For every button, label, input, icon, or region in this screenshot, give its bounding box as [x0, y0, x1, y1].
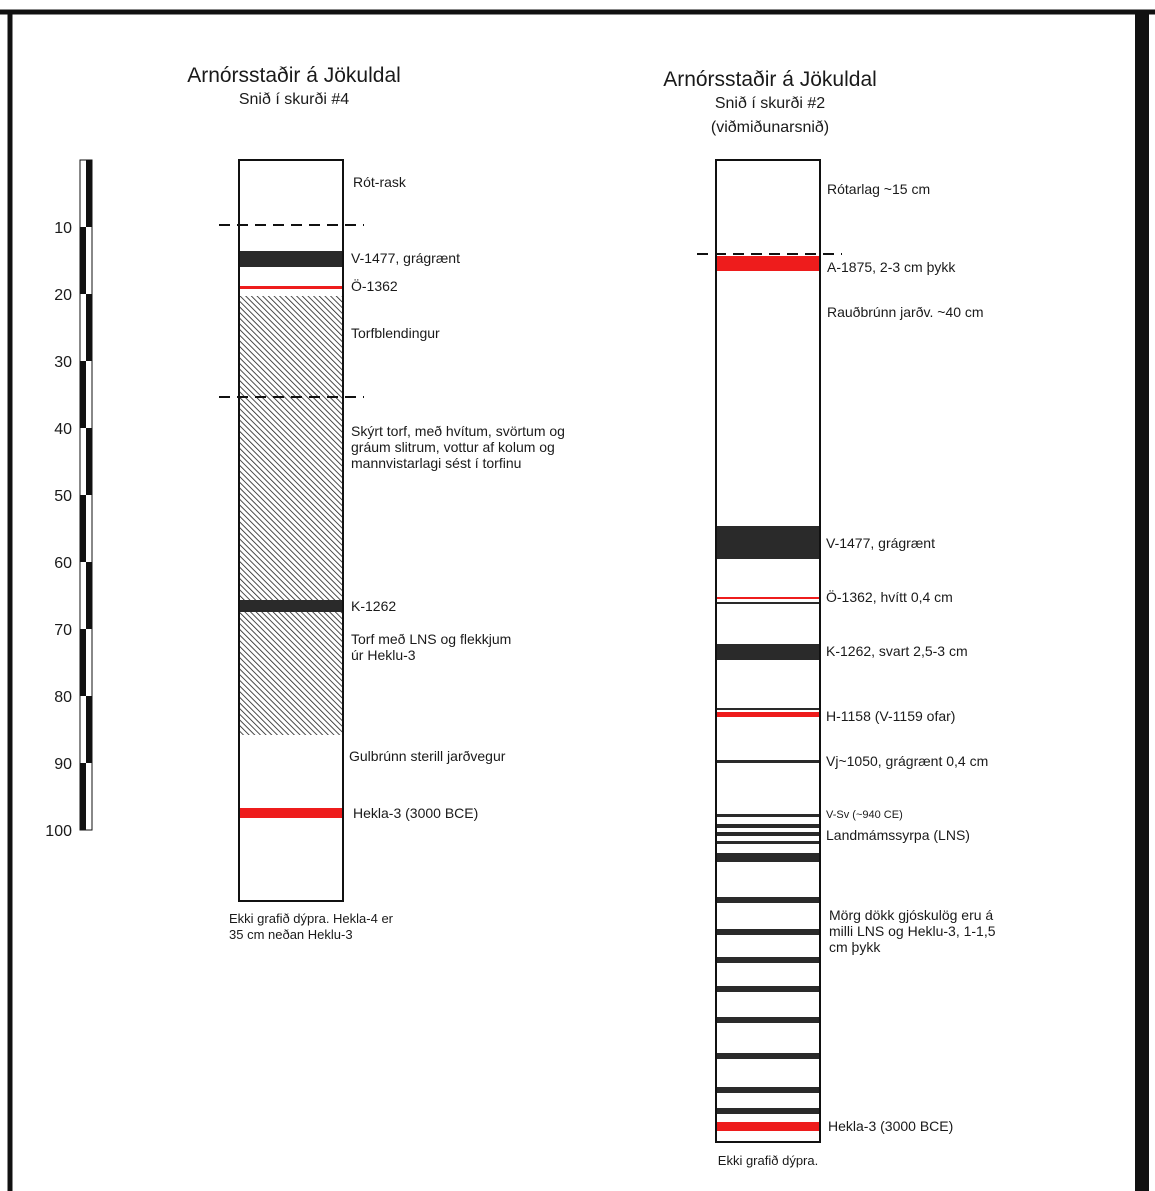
- scale-tick-60: 60: [54, 555, 72, 572]
- right-label-rotarlag: Rótarlag ~15 cm: [827, 181, 930, 197]
- right-label-v1477: V-1477, grágrænt: [826, 535, 935, 551]
- right-layer-o1362: [716, 597, 820, 599]
- right-layer-v1159: [716, 708, 820, 710]
- right-layer-tephra-band: [716, 986, 820, 992]
- right-column-outline: [715, 159, 821, 1143]
- right-label-morg-line2: milli LNS og Heklu-3, 1-1,5: [829, 923, 996, 939]
- right-label-h1158: H-1158 (V-1159 ofar): [826, 708, 955, 724]
- right-label-vj1050: Vj~1050, grágrænt 0,4 cm: [826, 753, 988, 769]
- right-label-raudbrunn: Rauðbrúnn jarðv. ~40 cm: [827, 304, 984, 320]
- left-subtitle: Snið í skurði #4: [239, 91, 349, 108]
- right-layer-tephra-band: [716, 1087, 820, 1093]
- right-layer-lns-band: [716, 841, 820, 844]
- right-label-k1262: K-1262, svart 2,5-3 cm: [826, 643, 968, 659]
- left-label-k1262: K-1262: [351, 598, 396, 614]
- right-label-lns: Landmámssyrpa (LNS): [826, 827, 970, 843]
- right-label-o1362: Ö-1362, hvítt 0,4 cm: [826, 588, 953, 605]
- left-layer-o1362: [239, 286, 343, 289]
- right-layer-k1262: [716, 644, 820, 660]
- right-layer-lns-band: [716, 853, 820, 862]
- right-label-a1875: A-1875, 2-3 cm þykk: [827, 259, 956, 275]
- left-layer-k1262: [239, 600, 343, 612]
- scale-tick-50: 50: [54, 488, 72, 505]
- left-profile: Arnórsstaðir á Jökuldal Snið í skurði #4…: [187, 64, 565, 942]
- left-hatched-turf-layer: [239, 296, 343, 735]
- left-note-line1: Ekki grafið dýpra. Hekla-4 er: [229, 911, 394, 926]
- left-label-o1362: Ö-1362: [351, 277, 398, 294]
- left-label-torfblendingur: Torfblendingur: [351, 325, 440, 341]
- right-layer-v1477: [716, 526, 820, 559]
- right-layer-o1362-base: [716, 602, 820, 604]
- right-layer-tephra-band: [716, 897, 820, 903]
- scale-tick-70: 70: [54, 622, 72, 639]
- left-label-skyrt-line1: Skýrt torf, með hvítum, svörtum og: [351, 423, 565, 439]
- right-label-morg-line1: Mörg dökk gjóskulög eru á: [829, 907, 993, 923]
- right-note: Ekki grafið dýpra.: [718, 1153, 818, 1168]
- scale-tick-20: 20: [54, 287, 72, 304]
- left-label-skyrt-line2: gráum slitrum, vottur af kolum og: [351, 439, 555, 455]
- right-subtitle: Snið í skurði #2: [715, 95, 825, 112]
- right-label-vsv: V-Sv (~940 CE): [826, 809, 903, 821]
- left-layer-hekla3: [239, 808, 343, 818]
- scale-tick-40: 40: [54, 421, 72, 438]
- right-layer-lns-band: [716, 824, 820, 828]
- left-label-torf-lns-line1: Torf með LNS og flekkjum: [351, 631, 511, 647]
- left-note-line2: 35 cm neðan Heklu-3: [229, 927, 353, 942]
- depth-scale: 10 20 30 40 50 60 70 80 90 100: [45, 159, 93, 840]
- scale-tick-90: 90: [54, 756, 72, 773]
- right-layer-tephra-band: [716, 1108, 820, 1114]
- left-column-outline: [238, 159, 344, 902]
- right-layer-hekla3: [716, 1122, 820, 1131]
- right-layer-tephra-band: [716, 929, 820, 935]
- scale-tick-10: 10: [54, 220, 72, 237]
- left-label-torf-lns-line2: úr Heklu-3: [351, 647, 416, 663]
- right-layer-tephra-band: [716, 1053, 820, 1059]
- left-title: Arnórsstaðir á Jökuldal: [187, 64, 401, 87]
- right-layer-lns-band: [716, 832, 820, 836]
- right-layer-tephra-band: [716, 1017, 820, 1023]
- right-layer-vsv: [716, 814, 820, 817]
- right-layer-tephra-band: [716, 957, 820, 963]
- scale-tick-80: 80: [54, 689, 72, 706]
- right-layer-a1875: [716, 256, 820, 271]
- left-label-hekla3: Hekla-3 (3000 BCE): [353, 805, 478, 821]
- right-subtitle-2: (viðmiðunarsnið): [711, 119, 829, 136]
- left-label-v1477: V-1477, grágrænt: [351, 250, 460, 266]
- right-layer-vj1050: [716, 760, 820, 763]
- scale-tick-30: 30: [54, 354, 72, 371]
- right-title: Arnórsstaðir á Jökuldal: [663, 68, 877, 91]
- left-label-gulbrunn: Gulbrúnn sterill jarðvegur: [349, 748, 506, 764]
- right-label-morg-line3: cm þykk: [829, 939, 881, 955]
- left-layer-v1477: [239, 251, 343, 267]
- scale-tick-100: 100: [45, 823, 72, 840]
- right-profile: Arnórsstaðir á Jökuldal Snið í skurði #2…: [663, 68, 996, 1168]
- left-label-skyrt-line3: mannvistarlagi sést í torfinu: [351, 455, 521, 471]
- right-layer-h1158: [716, 712, 820, 717]
- page-frame: [0, 9, 1155, 1191]
- left-label-root: Rót-rask: [353, 174, 407, 190]
- right-label-hekla3: Hekla-3 (3000 BCE): [828, 1118, 953, 1134]
